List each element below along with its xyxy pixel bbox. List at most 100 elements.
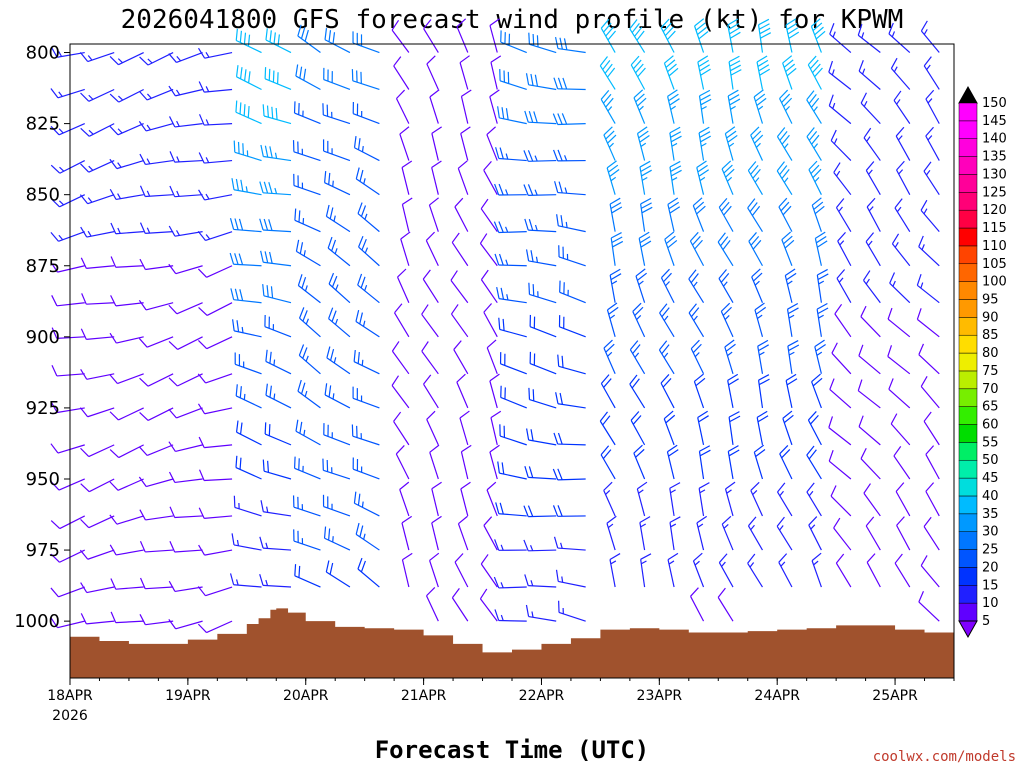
barb-full bbox=[169, 541, 176, 553]
barb-full bbox=[806, 127, 815, 137]
barb-full bbox=[816, 303, 828, 310]
barb-full bbox=[198, 436, 205, 448]
x-tick-label: 22APR bbox=[519, 688, 565, 704]
barb-half bbox=[117, 128, 123, 134]
wind-barb bbox=[497, 106, 527, 125]
barb-half bbox=[897, 135, 903, 141]
barb-full bbox=[611, 236, 623, 244]
barb-half bbox=[235, 579, 239, 586]
barb-full bbox=[394, 303, 403, 314]
barb-full bbox=[725, 481, 736, 490]
colorbar-swatch bbox=[958, 156, 978, 175]
wind-barb bbox=[528, 32, 557, 54]
barb-full bbox=[393, 56, 402, 67]
wind-barb bbox=[811, 373, 823, 409]
wind-barb bbox=[494, 183, 527, 196]
barb-shaft bbox=[175, 620, 203, 630]
barb-full bbox=[559, 37, 563, 50]
barb-full bbox=[630, 411, 640, 421]
barb-full bbox=[395, 445, 405, 455]
barb-shaft bbox=[294, 467, 321, 480]
wind-barb bbox=[828, 416, 852, 446]
barb-full bbox=[138, 299, 147, 311]
barb-shaft bbox=[204, 549, 233, 556]
barb-shaft bbox=[806, 99, 822, 124]
x-tick-label: 20APR bbox=[283, 688, 329, 704]
barb-full bbox=[727, 89, 739, 97]
wind-barb bbox=[895, 482, 911, 517]
barb-full bbox=[758, 18, 770, 26]
barb-full bbox=[557, 149, 563, 162]
barb-shaft bbox=[324, 39, 351, 54]
barb-half bbox=[305, 355, 309, 362]
barb-shaft bbox=[753, 452, 764, 480]
barb-full bbox=[168, 53, 177, 63]
barb-full bbox=[663, 272, 672, 283]
barb-full bbox=[694, 373, 704, 382]
barb-shaft bbox=[355, 178, 380, 196]
barb-shaft bbox=[559, 326, 586, 338]
wind-barb bbox=[806, 127, 822, 161]
barb-full bbox=[858, 344, 864, 357]
barb-full bbox=[559, 392, 564, 405]
barb-shaft bbox=[751, 276, 764, 303]
barb-full bbox=[629, 19, 638, 30]
barb-full bbox=[421, 341, 429, 352]
wind-barb bbox=[727, 445, 740, 480]
barb-full bbox=[633, 444, 643, 454]
barb-shaft bbox=[175, 444, 203, 453]
barb-full bbox=[753, 272, 763, 282]
barb-full bbox=[609, 553, 621, 561]
wind-barb bbox=[606, 160, 620, 195]
wind-barb bbox=[489, 373, 500, 409]
barb-shaft bbox=[326, 571, 351, 588]
barb-shaft bbox=[352, 468, 380, 480]
barb-half bbox=[927, 98, 933, 104]
colorbar-swatch bbox=[958, 209, 978, 229]
terrain-area bbox=[70, 608, 954, 678]
colorbar-tick-label: 25 bbox=[982, 543, 999, 558]
colorbar-swatch bbox=[958, 138, 978, 157]
wind-barb bbox=[858, 415, 881, 446]
wind-barb bbox=[232, 319, 262, 338]
barb-full bbox=[557, 505, 563, 517]
barb-full bbox=[81, 293, 87, 305]
barb-half bbox=[564, 155, 568, 161]
wind-barb bbox=[198, 152, 233, 164]
wind-barb bbox=[893, 446, 911, 480]
barb-full bbox=[782, 410, 793, 419]
wind-barb bbox=[498, 317, 527, 338]
barb-full bbox=[138, 476, 147, 487]
wind-barb bbox=[811, 197, 825, 232]
barb-shaft bbox=[58, 123, 85, 136]
barb-shaft bbox=[858, 426, 881, 446]
barb-full bbox=[695, 22, 706, 31]
wind-barb bbox=[110, 256, 144, 268]
barb-full bbox=[168, 471, 176, 483]
wind-barb bbox=[459, 410, 470, 446]
barb-shaft bbox=[499, 472, 527, 480]
wind-barb bbox=[322, 458, 351, 480]
barb-full bbox=[197, 340, 208, 350]
barb-shaft bbox=[263, 155, 292, 162]
barb-full bbox=[777, 482, 786, 493]
barb-full bbox=[600, 445, 610, 456]
barb-shaft bbox=[557, 88, 586, 91]
barb-full bbox=[816, 240, 828, 248]
wind-barb bbox=[429, 89, 440, 124]
barb-shaft bbox=[500, 396, 527, 409]
barb-full bbox=[817, 268, 828, 276]
barb-full bbox=[669, 516, 681, 523]
barb-shaft bbox=[454, 206, 469, 232]
barb-shaft bbox=[429, 452, 439, 480]
barb-full bbox=[490, 410, 502, 419]
barb-half bbox=[694, 352, 700, 358]
barb-shaft bbox=[323, 505, 351, 517]
barb-full bbox=[692, 197, 703, 207]
barb-shaft bbox=[328, 318, 351, 338]
barb-half bbox=[671, 177, 678, 181]
barb-half bbox=[364, 247, 369, 254]
barb-full bbox=[725, 343, 736, 352]
wind-barb bbox=[558, 315, 586, 338]
barb-full bbox=[494, 253, 500, 266]
